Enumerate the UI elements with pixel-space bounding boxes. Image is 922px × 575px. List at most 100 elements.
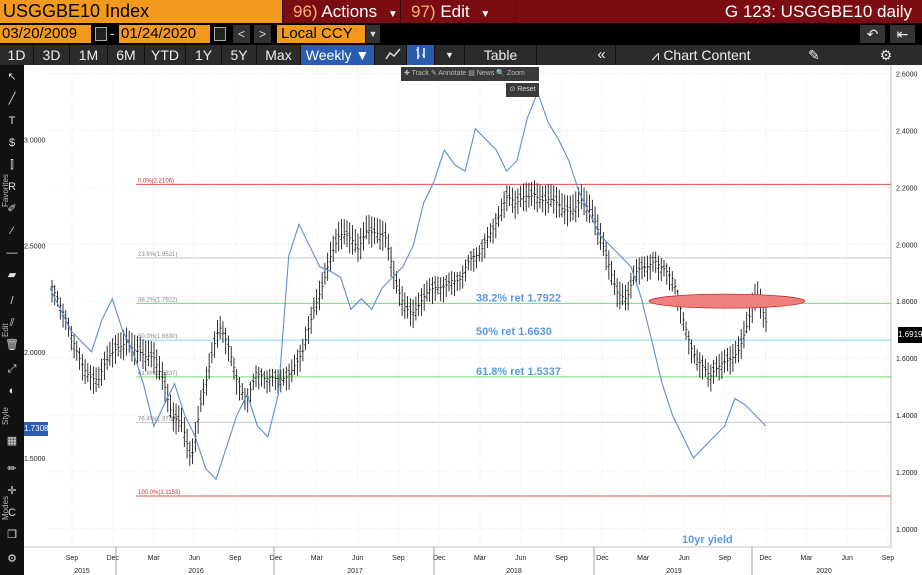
chart-content-label: Chart Content [663, 47, 751, 63]
fib-level-label: 100.0%(1.1153) [138, 490, 180, 496]
x-tick-label: Sep [66, 555, 79, 562]
right-axis-tick: 2.2000 [896, 185, 918, 192]
chart-icon: ⩘ [651, 47, 660, 63]
delete-icon[interactable]: 🗑 [5, 339, 19, 351]
frequency-label: Weekly [305, 47, 352, 63]
end-date-input[interactable]: 01/24/2020 [119, 25, 210, 43]
period-3d[interactable]: 3D [34, 45, 70, 65]
table-button[interactable]: Table [465, 45, 537, 65]
period-5y[interactable]: 5Y [222, 45, 257, 65]
crosshair-icon[interactable]: ✛ [7, 485, 17, 497]
prev-period-button[interactable]: < [233, 25, 250, 43]
minus-icon[interactable]: — [6, 247, 18, 259]
annotation-61-ret: 61.8% ret 1.5337 [476, 366, 561, 378]
price-chart[interactable]: 0.0%(2.2106) 23.6%(1.9521) 38.2%(1.7922) 50… [24, 65, 922, 575]
chart-toolbar: 1D 3D 1M 6M YTD 1Y 5Y Max Weekly ▼ ▼ Tab… [0, 45, 922, 65]
left-tool-strip: ↖ ╱ T $ ⫿ R ✐ ⁄ — ▰ / ⫽ 🗑 ⤢ ◐ ▦ ✏ ✛ C ❐ … [0, 65, 24, 575]
period-6m[interactable]: 6M [108, 45, 145, 65]
x-tick-label: Mar [800, 555, 813, 562]
pen-icon[interactable]: ✐ [7, 203, 17, 215]
gear-icon[interactable]: ⚙ [7, 553, 17, 565]
period-1y[interactable]: 1Y [186, 45, 222, 65]
year-label: 2017 [347, 568, 363, 575]
text-tool-icon[interactable]: T [8, 115, 16, 127]
ticker-field[interactable]: USGGBE10 Index [0, 0, 282, 23]
brush-icon[interactable]: ⁄ [11, 225, 13, 237]
year-label: 2019 [666, 568, 682, 575]
edit-menu[interactable]: 97) Edit ▼ [400, 0, 515, 23]
reset-button[interactable]: ⊙ Reset [506, 83, 539, 97]
style-label: Style [1, 407, 10, 425]
gear-icon[interactable]: ⚙ [879, 47, 893, 63]
slash-icon[interactable]: / [10, 295, 14, 307]
grid-icon[interactable]: ▦ [6, 435, 18, 447]
left-axis-tick: 3.0000 [24, 137, 46, 144]
x-tick-label: Sep [392, 555, 405, 562]
line-tool-icon[interactable]: ╱ [8, 93, 16, 105]
yield-last-value-marker: 1.7308 [24, 422, 48, 436]
calendar-icon[interactable] [214, 27, 226, 41]
chart-content-button[interactable]: ⩘ Chart Content [640, 45, 762, 65]
period-1m[interactable]: 1M [70, 45, 108, 65]
edit-pencil-icon[interactable]: ✎ [808, 47, 820, 63]
channel-icon[interactable]: ⫽ [9, 317, 15, 329]
area-icon[interactable]: ▰ [7, 269, 17, 281]
fib-level-label: 50.0%(1.6630) [138, 334, 177, 340]
year-label: 2015 [74, 568, 90, 575]
chart-area[interactable]: 0.0%(2.2106) 23.6%(1.9521) 38.2%(1.7922) 50… [24, 65, 922, 575]
reset-label: Reset [517, 86, 536, 93]
left-axis-tick: 2.0000 [24, 350, 46, 357]
regression-icon[interactable]: R [8, 181, 16, 193]
bar-chart-icon[interactable] [407, 45, 435, 65]
left-axis-tick: 2.5000 [24, 244, 46, 251]
undo-icon[interactable]: ↶ [860, 25, 885, 43]
calendar-icon[interactable] [95, 27, 107, 41]
edit-number: 97) [411, 2, 436, 21]
date-range-bar: 03/20/2009 - 01/24/2020 < > Local CCY ▼ … [0, 23, 922, 45]
title-bar: USGGBE10 Index 96) Actions ▼ 97) Edit ▼ … [0, 0, 922, 23]
x-tick-label: Dec [107, 555, 120, 562]
chevron-down-icon[interactable]: ▼ [435, 45, 465, 65]
fib-level-label: 38.2%(1.7922) [138, 297, 177, 303]
chart-tool-panel[interactable]: ✚ Track ✎ Annotate ▤ News 🔍 Zoom [401, 67, 539, 81]
favorites-label: Favorites [1, 174, 10, 207]
chevron-down-icon: ▼ [387, 9, 398, 20]
fib-tool-icon[interactable]: ⫿ [10, 159, 14, 171]
period-1d[interactable]: 1D [0, 45, 34, 65]
edit-section-label: Edit [1, 323, 10, 337]
palette-icon[interactable]: ◐ [8, 385, 16, 397]
link-icon[interactable]: C [8, 507, 16, 519]
edit-label: Edit [440, 2, 470, 21]
copy-icon[interactable]: ❐ [7, 529, 17, 541]
actions-label: Actions [321, 2, 378, 21]
chevron-down-icon: ▼ [355, 47, 370, 63]
collapse-icon[interactable]: « [588, 45, 616, 65]
modes-label: Modes [1, 495, 10, 520]
right-axis-tick: 1.8000 [896, 299, 918, 306]
x-tick-label: Dec [759, 555, 772, 562]
yield-series-line [49, 91, 767, 481]
x-tick-label: Jun [515, 555, 526, 562]
frequency-select[interactable]: Weekly ▼ [301, 45, 375, 65]
year-label: 2020 [816, 568, 832, 575]
line-chart-icon[interactable] [379, 45, 407, 65]
currency-select[interactable]: Local CCY [277, 25, 365, 43]
right-axis-tick: 1.2000 [896, 470, 918, 477]
year-label: 2018 [506, 568, 522, 575]
zoom-icon[interactable]: ⤢ [7, 363, 17, 375]
resistance-highlight-ellipse [648, 293, 806, 309]
actions-menu[interactable]: 96) Actions ▼ [282, 0, 400, 23]
back-icon[interactable]: ⇤ [890, 25, 915, 43]
cursor-icon[interactable]: ↖ [7, 71, 17, 83]
pencil-icon[interactable]: ✏ [7, 463, 17, 475]
x-tick-label: Sep [882, 555, 895, 562]
period-ytd[interactable]: YTD [145, 45, 186, 65]
x-tick-label: Dec [270, 555, 283, 562]
next-period-button[interactable]: > [254, 25, 271, 43]
x-tick-label: Dec [596, 555, 609, 562]
start-date-input[interactable]: 03/20/2009 [0, 25, 91, 43]
date-separator: - [110, 25, 115, 41]
chevron-down-icon[interactable]: ▼ [366, 25, 380, 43]
dollar-icon[interactable]: $ [8, 137, 16, 149]
period-max[interactable]: Max [257, 45, 301, 65]
